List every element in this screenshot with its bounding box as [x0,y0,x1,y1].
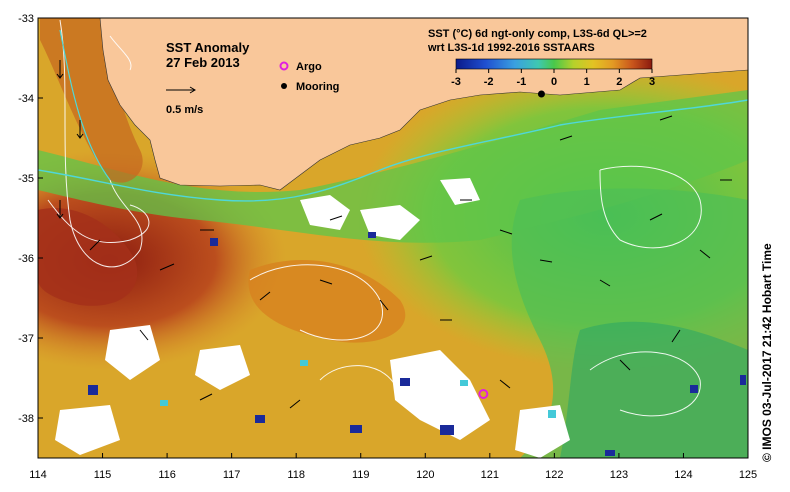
lon-tick-label: 119 [352,469,370,481]
argo-marker [478,389,489,399]
map-title: SST Anomaly [166,40,250,55]
lon-tick-label: 118 [287,469,305,481]
lon-tick-label: 117 [223,469,241,481]
lat-tick-label: -37 [18,333,34,345]
colorbar-tick-label: -1 [516,76,526,88]
lat-tick-label: -35 [18,173,34,185]
colorbar-title-1: SST (°C) 6d ngt-only comp, L3S-6d QL>=2 [428,28,647,40]
colorbar-tick-label: 3 [649,76,655,88]
mooring-legend-label: Mooring [296,81,339,93]
sst-field: SST Anomaly 27 Feb 2013 0.5 m/s Argo Moo… [38,18,748,458]
lon-tick-label: 123 [610,469,628,481]
lon-tick-label: 125 [739,469,757,481]
map-date: 27 Feb 2013 [166,55,240,70]
lat-tick-label: -38 [18,413,34,425]
lon-tick-label: 124 [674,469,692,481]
lon-tick-label: 115 [94,469,112,481]
plot-frame [37,17,749,459]
colorbar-tick-label: 2 [616,76,622,88]
scale-label: 0.5 m/s [166,104,203,116]
argo-legend-label: Argo [296,61,322,73]
colorbar-tick-label: 1 [584,76,590,88]
colorbar-tick-label: -2 [484,76,494,88]
lon-tick-label: 122 [545,469,563,481]
lat-tick-label: -33 [18,13,34,25]
lat-tick-label: -36 [18,253,34,265]
lon-tick-label: 121 [481,469,499,481]
colorbar-tick-label: 0 [551,76,557,88]
lon-tick-label: 116 [158,469,176,481]
colorbar-title-2: wrt L3S-1d 1992-2016 SSTAARS [427,42,595,54]
scale-arrow [166,86,196,94]
mooring-legend-marker [281,83,287,89]
colorbar-tick-label: -3 [451,76,461,88]
lon-tick-label: 120 [416,469,434,481]
lat-tick-label: -34 [18,93,34,105]
argo-legend-marker [279,61,289,71]
lon-tick-label: 114 [29,469,47,481]
mooring-marker [537,90,545,98]
colorbar [455,58,653,70]
credit-label: © IMOS 03-Jul-2017 21:42 Hobart Time [760,243,774,462]
